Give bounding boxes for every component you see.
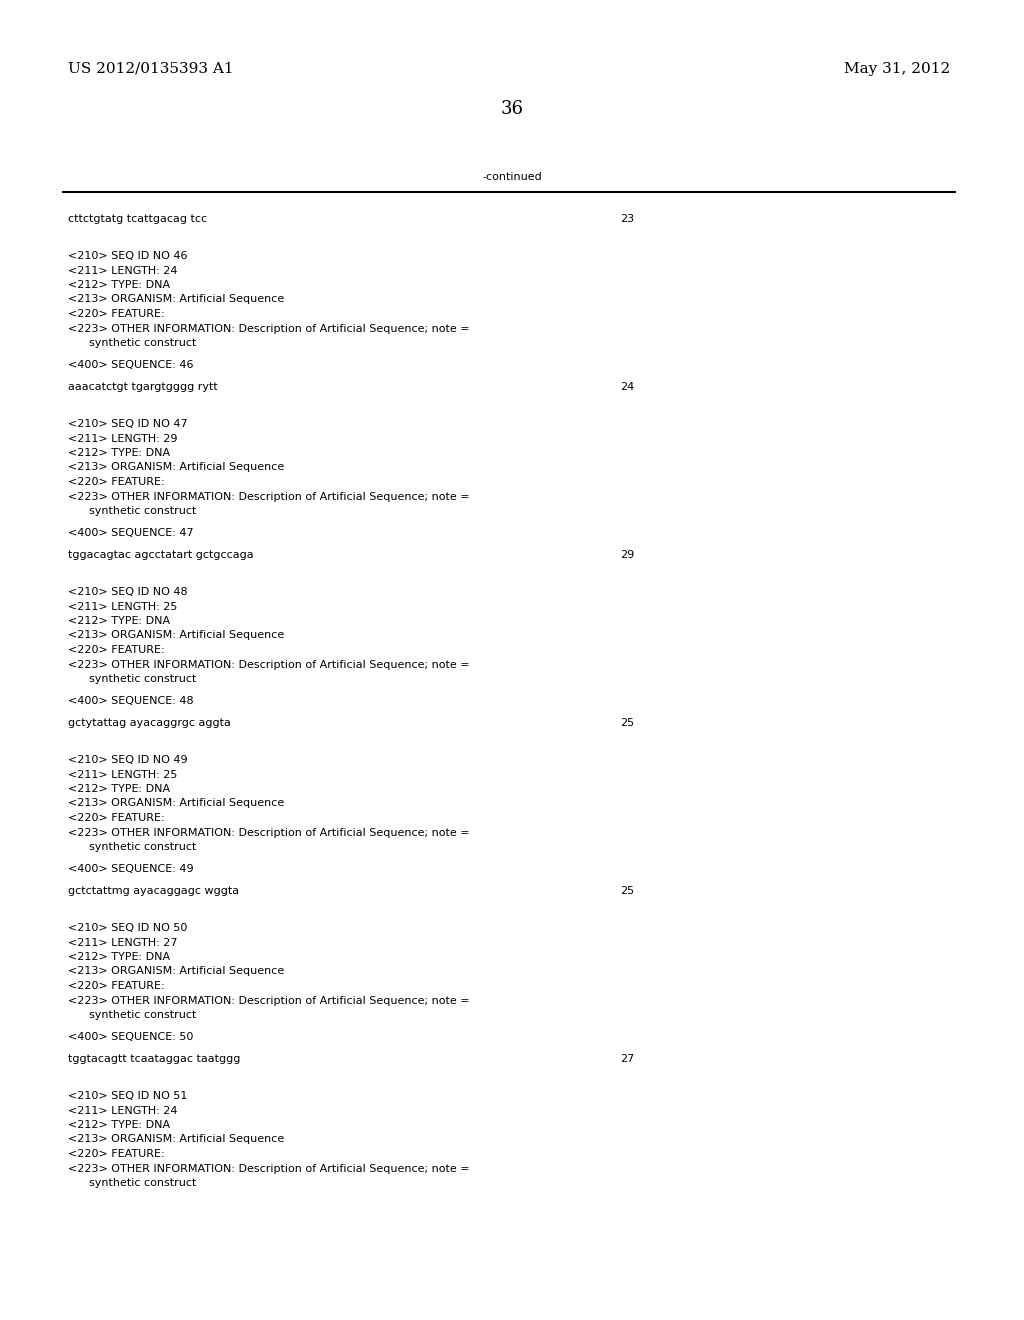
Text: <211> LENGTH: 24: <211> LENGTH: 24 [68, 1106, 177, 1115]
Text: <223> OTHER INFORMATION: Description of Artificial Sequence; note =: <223> OTHER INFORMATION: Description of … [68, 491, 470, 502]
Text: <212> TYPE: DNA: <212> TYPE: DNA [68, 280, 170, 290]
Text: gctytattag ayacaggrgc aggta: gctytattag ayacaggrgc aggta [68, 718, 230, 729]
Text: synthetic construct: synthetic construct [68, 675, 197, 684]
Text: <220> FEATURE:: <220> FEATURE: [68, 813, 165, 822]
Text: <210> SEQ ID NO 46: <210> SEQ ID NO 46 [68, 251, 187, 261]
Text: <220> FEATURE:: <220> FEATURE: [68, 1148, 165, 1159]
Text: -continued: -continued [482, 172, 542, 182]
Text: <213> ORGANISM: Artificial Sequence: <213> ORGANISM: Artificial Sequence [68, 462, 285, 473]
Text: synthetic construct: synthetic construct [68, 842, 197, 851]
Text: <212> TYPE: DNA: <212> TYPE: DNA [68, 1119, 170, 1130]
Text: US 2012/0135393 A1: US 2012/0135393 A1 [68, 62, 233, 77]
Text: <223> OTHER INFORMATION: Description of Artificial Sequence; note =: <223> OTHER INFORMATION: Description of … [68, 660, 470, 669]
Text: 29: 29 [620, 550, 634, 560]
Text: <211> LENGTH: 25: <211> LENGTH: 25 [68, 770, 177, 780]
Text: <223> OTHER INFORMATION: Description of Artificial Sequence; note =: <223> OTHER INFORMATION: Description of … [68, 995, 470, 1006]
Text: 23: 23 [620, 214, 634, 224]
Text: <220> FEATURE:: <220> FEATURE: [68, 645, 165, 655]
Text: 25: 25 [620, 886, 634, 896]
Text: 36: 36 [501, 100, 523, 117]
Text: synthetic construct: synthetic construct [68, 338, 197, 348]
Text: <223> OTHER INFORMATION: Description of Artificial Sequence; note =: <223> OTHER INFORMATION: Description of … [68, 1163, 470, 1173]
Text: <211> LENGTH: 24: <211> LENGTH: 24 [68, 265, 177, 276]
Text: synthetic construct: synthetic construct [68, 1010, 197, 1020]
Text: aaacatctgt tgargtgggg rytt: aaacatctgt tgargtgggg rytt [68, 381, 218, 392]
Text: gctctattmg ayacaggagc wggta: gctctattmg ayacaggagc wggta [68, 886, 240, 896]
Text: 25: 25 [620, 718, 634, 729]
Text: <400> SEQUENCE: 47: <400> SEQUENCE: 47 [68, 528, 194, 539]
Text: <212> TYPE: DNA: <212> TYPE: DNA [68, 784, 170, 795]
Text: <210> SEQ ID NO 47: <210> SEQ ID NO 47 [68, 418, 187, 429]
Text: <213> ORGANISM: Artificial Sequence: <213> ORGANISM: Artificial Sequence [68, 1134, 285, 1144]
Text: <400> SEQUENCE: 48: <400> SEQUENCE: 48 [68, 696, 194, 706]
Text: <223> OTHER INFORMATION: Description of Artificial Sequence; note =: <223> OTHER INFORMATION: Description of … [68, 828, 470, 837]
Text: synthetic construct: synthetic construct [68, 1177, 197, 1188]
Text: <210> SEQ ID NO 48: <210> SEQ ID NO 48 [68, 587, 187, 597]
Text: tggacagtac agcctatart gctgccaga: tggacagtac agcctatart gctgccaga [68, 550, 254, 560]
Text: <213> ORGANISM: Artificial Sequence: <213> ORGANISM: Artificial Sequence [68, 294, 285, 305]
Text: <210> SEQ ID NO 50: <210> SEQ ID NO 50 [68, 923, 187, 933]
Text: <211> LENGTH: 25: <211> LENGTH: 25 [68, 602, 177, 611]
Text: <211> LENGTH: 27: <211> LENGTH: 27 [68, 937, 177, 948]
Text: <220> FEATURE:: <220> FEATURE: [68, 477, 165, 487]
Text: <213> ORGANISM: Artificial Sequence: <213> ORGANISM: Artificial Sequence [68, 966, 285, 977]
Text: synthetic construct: synthetic construct [68, 506, 197, 516]
Text: <210> SEQ ID NO 51: <210> SEQ ID NO 51 [68, 1092, 187, 1101]
Text: <400> SEQUENCE: 50: <400> SEQUENCE: 50 [68, 1032, 194, 1041]
Text: <400> SEQUENCE: 46: <400> SEQUENCE: 46 [68, 360, 194, 370]
Text: <213> ORGANISM: Artificial Sequence: <213> ORGANISM: Artificial Sequence [68, 631, 285, 640]
Text: 24: 24 [620, 381, 634, 392]
Text: <220> FEATURE:: <220> FEATURE: [68, 309, 165, 319]
Text: <223> OTHER INFORMATION: Description of Artificial Sequence; note =: <223> OTHER INFORMATION: Description of … [68, 323, 470, 334]
Text: <210> SEQ ID NO 49: <210> SEQ ID NO 49 [68, 755, 187, 766]
Text: <212> TYPE: DNA: <212> TYPE: DNA [68, 952, 170, 962]
Text: tggtacagtt tcaataggac taatggg: tggtacagtt tcaataggac taatggg [68, 1053, 241, 1064]
Text: <212> TYPE: DNA: <212> TYPE: DNA [68, 616, 170, 626]
Text: <400> SEQUENCE: 49: <400> SEQUENCE: 49 [68, 865, 194, 874]
Text: cttctgtatg tcattgacag tcc: cttctgtatg tcattgacag tcc [68, 214, 207, 224]
Text: <220> FEATURE:: <220> FEATURE: [68, 981, 165, 991]
Text: May 31, 2012: May 31, 2012 [844, 62, 950, 77]
Text: <213> ORGANISM: Artificial Sequence: <213> ORGANISM: Artificial Sequence [68, 799, 285, 808]
Text: <212> TYPE: DNA: <212> TYPE: DNA [68, 447, 170, 458]
Text: 27: 27 [620, 1053, 634, 1064]
Text: <211> LENGTH: 29: <211> LENGTH: 29 [68, 433, 177, 444]
